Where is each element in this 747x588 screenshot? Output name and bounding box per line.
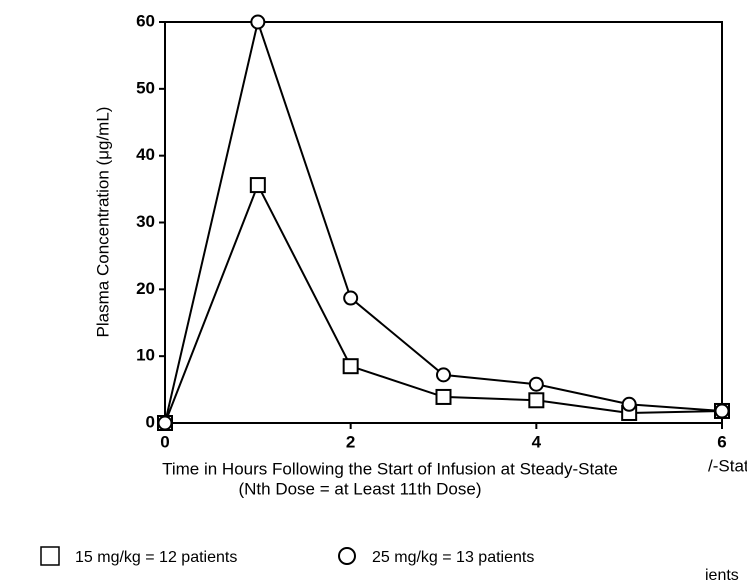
data-point <box>342 358 359 375</box>
data-point <box>621 396 637 412</box>
series-line <box>164 182 723 424</box>
y-tick-label: 30 <box>136 212 155 231</box>
data-point <box>528 392 545 409</box>
data-point <box>714 403 730 419</box>
data-point <box>249 177 266 194</box>
x-tick-label: 2 <box>346 432 355 451</box>
data-point <box>435 388 452 405</box>
data-point <box>250 14 266 30</box>
x-tick-label: 0 <box>160 432 169 451</box>
x-axis-label-2: (Nth Dose = at Least 11th Dose) <box>238 479 481 498</box>
legend-marker <box>338 547 356 565</box>
data-point <box>528 376 544 392</box>
series-line <box>164 18 723 424</box>
y-tick-label: 60 <box>136 11 155 30</box>
y-tick-label: 40 <box>136 145 155 164</box>
y-axis-label: Plasma Concentration (μg/mL) <box>93 107 112 338</box>
y-tick-label: 10 <box>136 346 155 365</box>
data-point <box>436 367 451 383</box>
x-tick-label: 6 <box>717 432 726 451</box>
y-tick-label: 20 <box>136 279 155 298</box>
x-tick-label: 4 <box>532 432 542 451</box>
x-axis-label: Time in Hours Following the Start of Inf… <box>162 459 618 478</box>
plot-frame <box>164 21 723 424</box>
y-tick-label: 0 <box>146 412 155 431</box>
data-point <box>157 415 173 431</box>
data-point <box>343 290 359 306</box>
annotation: /-State <box>708 456 747 475</box>
annotation: ients <box>705 567 739 584</box>
legend-label: 25 mg/kg = 13 patients <box>372 549 534 566</box>
legend-marker <box>40 546 60 566</box>
legend-label: 15 mg/kg = 12 patients <box>75 549 237 566</box>
y-tick-label: 50 <box>136 78 155 97</box>
